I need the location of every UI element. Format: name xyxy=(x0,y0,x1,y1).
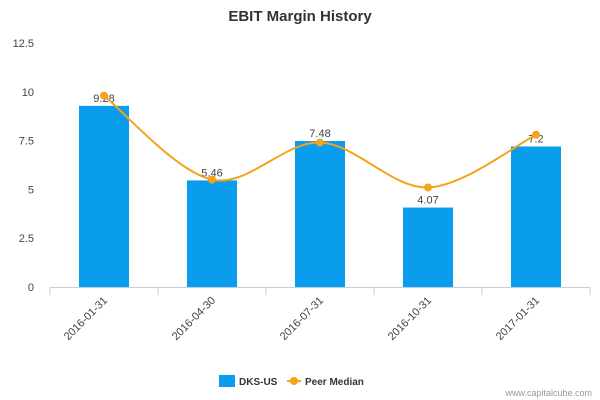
bar-data-label: 4.07 xyxy=(417,195,438,207)
line-series-peer-median xyxy=(100,91,540,192)
peer-median-point[interactable] xyxy=(316,138,324,147)
x-tick-label: 2016-04-30 xyxy=(170,295,218,343)
peer-median-point[interactable] xyxy=(100,91,108,100)
legend: DKS-US Peer Median xyxy=(219,375,364,388)
peer-median-point[interactable] xyxy=(532,130,540,139)
legend-label-peer-median: Peer Median xyxy=(305,377,364,388)
credit-text: www.capitalcube.com xyxy=(504,388,592,398)
bar[interactable] xyxy=(403,207,453,287)
y-tick-label: 2.5 xyxy=(19,233,34,245)
x-tick-label: 2016-07-31 xyxy=(278,295,326,343)
bar-data-label: 5.46 xyxy=(201,167,222,179)
x-tick-label: 2016-01-31 xyxy=(62,295,110,343)
y-tick-label: 0 xyxy=(28,282,34,294)
y-tick-label: 10 xyxy=(22,87,34,99)
y-tick-label: 12.5 xyxy=(13,38,34,50)
bar[interactable] xyxy=(79,105,129,287)
peer-median-point[interactable] xyxy=(208,175,216,184)
bar-data-label: 7.48 xyxy=(309,128,330,140)
legend-swatch-dks-us xyxy=(219,375,235,387)
x-axis: 2016-01-31 2016-04-30 2016-07-31 2016-10-31… xyxy=(49,287,591,343)
legend-marker-peer-median xyxy=(290,377,298,385)
legend-label-dks-us: DKS-US xyxy=(239,377,278,388)
bar[interactable] xyxy=(511,146,561,287)
y-tick-label: 5 xyxy=(28,184,34,196)
peer-median-point[interactable] xyxy=(424,183,432,192)
x-tick-label: 2017-01-31 xyxy=(494,295,542,343)
y-tick-label: 7.5 xyxy=(19,136,34,148)
bar-series-dks-us xyxy=(79,105,561,287)
x-tick-label: 2016-10-31 xyxy=(386,295,434,343)
bar-data-labels: 9.285.467.484.077.2 xyxy=(93,93,543,207)
y-axis: 0 2.5 5 7.5 10 12.5 xyxy=(13,38,34,294)
chart-title: EBIT Margin History xyxy=(228,8,372,25)
bar[interactable] xyxy=(187,180,237,287)
bar[interactable] xyxy=(295,140,345,287)
